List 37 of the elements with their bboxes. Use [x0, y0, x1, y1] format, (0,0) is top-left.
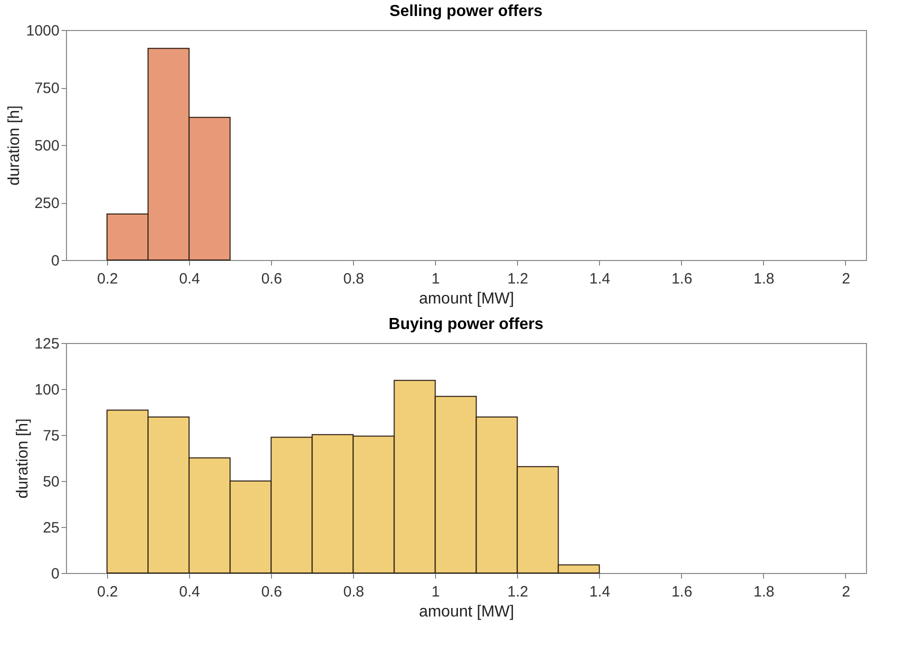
x-tick-label: 2	[842, 584, 850, 600]
y-tick-label: 750	[34, 80, 60, 97]
x-axis-title: amount [MW]	[418, 604, 514, 620]
y-tick-label: 100	[34, 382, 60, 398]
x-tick-label: 1.4	[589, 270, 610, 288]
x-axis-title: amount [MW]	[418, 290, 514, 308]
x-tick-label: 1.6	[671, 584, 692, 600]
y-axis-title: duration [h]	[6, 105, 24, 186]
y-tick-label: 75	[42, 428, 60, 444]
x-tick-label: 0.8	[343, 584, 364, 600]
x-tick-label: 1.8	[754, 270, 774, 288]
y-tick-label: 25	[42, 520, 60, 536]
x-tick-label: 0.6	[261, 584, 282, 600]
x-tick-label: 0.2	[97, 584, 118, 600]
y-tick-label: 1000	[26, 22, 60, 40]
x-tick-label: 0.6	[261, 270, 282, 288]
x-tick-label: 1	[432, 270, 440, 288]
x-tick-label: 1	[432, 584, 440, 600]
y-tick-label: 0	[51, 566, 60, 582]
x-tick-label: 2	[842, 270, 850, 288]
x-tick-label: 0.4	[179, 584, 200, 600]
x-tick-label: 1.8	[754, 584, 774, 600]
x-tick-label: 1.2	[507, 584, 528, 600]
y-tick-label: 0	[51, 252, 60, 270]
x-tick-label: 0.8	[343, 270, 364, 288]
x-tick-label: 1.2	[507, 270, 528, 288]
chart-title: Buying power offers	[388, 316, 544, 333]
y-tick-label: 50	[42, 474, 60, 490]
x-tick-label: 0.4	[179, 270, 200, 288]
y-tick-label: 250	[34, 195, 60, 212]
x-tick-label: 1.4	[589, 584, 610, 600]
x-tick-label: 1.6	[671, 270, 692, 288]
chart-title: Selling power offers	[390, 3, 543, 20]
y-tick-label: 125	[34, 336, 60, 352]
y-axis-title: duration [h]	[14, 418, 32, 499]
y-tick-label: 500	[34, 138, 60, 154]
x-tick-label: 0.2	[97, 270, 118, 288]
